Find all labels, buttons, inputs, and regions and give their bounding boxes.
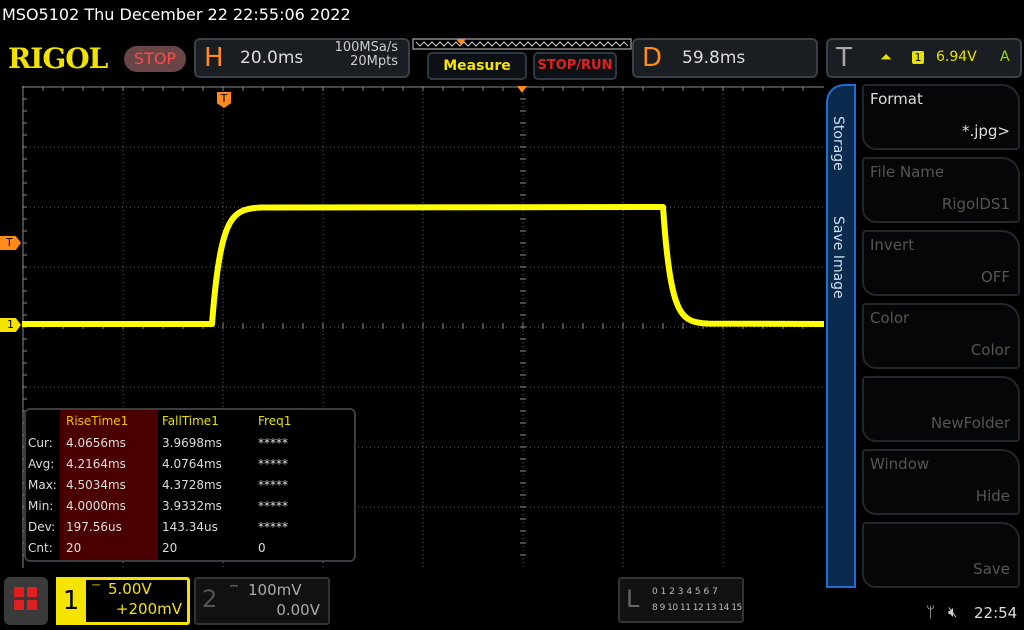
measurement-cell: 0 [258,541,266,555]
trigger-level-marker[interactable]: T [0,236,21,250]
menu-item-title: Window [870,455,930,473]
run-state-badge[interactable]: STOP [124,46,186,72]
measurement-header: FallTime1 [162,414,219,428]
measurement-cell: ***** [258,499,288,513]
logic-panel[interactable]: L 0 1 2 3 4 5 6 7 8 9 10 11 12 13 14 15 [618,577,744,623]
measurement-header: RiseTime1 [66,414,129,428]
timebase-value: 20.0ms [240,48,304,68]
ch1-waveform [22,204,824,327]
measurement-row-label: Avg: [28,457,55,471]
measurement-row-label: Min: [28,499,54,513]
trigger-position-marker[interactable]: T [217,92,231,108]
ch1-offset: +200mV [115,600,182,618]
menu-item-format[interactable]: Format *.jpg> [862,84,1020,150]
delay-panel[interactable]: D [632,38,818,78]
measurement-cell: 20 [162,541,178,555]
measurement-cell: 4.0656ms [66,436,126,450]
menu-item-color[interactable]: Color Color [862,303,1020,369]
measure-button[interactable]: Measure [427,52,527,80]
acquisition-info: 100MSa/s 20Mpts [300,41,398,69]
logic-row2: 8 9 10 11 12 13 14 15 [652,603,742,613]
grid-icon [14,587,38,610]
measurement-cell: 3.9698ms [162,436,222,450]
waveform-display[interactable] [22,86,824,568]
measurement-cell: 4.0764ms [162,457,222,471]
trigger-level: 6.94V [936,49,977,65]
measurement-cell: 4.5034ms [66,478,126,492]
logic-row1: 0 1 2 3 4 5 6 7 [652,587,718,597]
ch1-offset-marker[interactable]: 1 [0,318,21,332]
menu-item-save[interactable]: Save [862,522,1020,588]
menu-item-title: File Name [870,163,945,181]
usb-icon: ᛘ [926,603,936,621]
menu-item-value: Color [970,341,1010,359]
graticule [22,86,824,568]
measurement-row-label: Cnt: [28,541,53,555]
horizontal-panel[interactable]: H [194,38,410,78]
menu-item-value: Save [973,560,1010,578]
rigol-logo: RIGOL [8,42,108,75]
measurement-cell: ***** [258,457,288,471]
trigger-letter: T [836,43,852,73]
measurement-header: Freq1 [258,414,292,428]
menu-item-value: *.jpg> [961,122,1010,140]
logic-letter: L [626,585,640,613]
horizontal-letter: H [204,43,224,73]
delay-value: 59.8ms [682,48,746,68]
ch1-scale: 5.00V [108,580,152,598]
measurement-row-label: Max: [28,478,57,492]
measurement-row-label: Cur: [28,436,53,450]
measurement-cell: 4.0000ms [66,499,126,513]
memory-overview-bar [412,38,632,50]
ch2-panel[interactable]: 2 ⎓ 100mV 0.00V [194,577,330,625]
measurement-table: RiseTime1 FallTime1 Freq1 Cur: 4.0656ms 3.969… [24,408,356,562]
trigger-source: 1 [912,51,924,64]
menu-item-value: RigolDS1 [941,195,1010,213]
menu-item-file-name[interactable]: File Name RigolDS1 [862,157,1020,223]
rising-edge-icon: ⏶ [880,48,893,66]
measurement-cell: 197.56us [66,520,122,534]
ch2-number: 2 [202,585,218,613]
measurement-cell: 3.9332ms [162,499,222,513]
delay-letter: D [642,43,663,73]
measurement-cell: 4.3728ms [162,478,222,492]
dc-coupling-icon: ⎓ [230,581,238,592]
clock: 22:54 [974,604,1018,622]
trigger-panel[interactable]: T ⏶ 1 6.94V A [826,38,1022,78]
menu-item-title: Format [870,90,923,108]
measurement-cell: 143.34us [162,520,218,534]
ch2-scale: 100mV [248,581,302,599]
trigger-mode: A [1000,49,1010,65]
center-marker [517,86,527,93]
measurement-cell: ***** [258,478,288,492]
sample-rate: 100MSa/s [334,40,398,55]
tab-storage[interactable]: Storage [830,116,846,171]
menu-item-value: Hide [975,487,1010,505]
menu-item-window[interactable]: Window Hide [862,449,1020,515]
measurement-cell: ***** [258,436,288,450]
memory-depth: 20Mpts [350,54,398,69]
measurement-cell: 20 [66,541,82,555]
dc-coupling-icon: ⎓ [92,580,100,591]
menu-item-title: Invert [870,236,915,254]
menu-item-title: Color [870,309,910,327]
menu-item-invert[interactable]: Invert OFF [862,230,1020,296]
stop-run-button[interactable]: STOP/RUN [533,52,617,80]
measurement-cell: 4.2164ms [66,457,126,471]
ch2-offset: 0.00V [276,601,320,619]
tab-save-image[interactable]: Save Image [830,216,846,299]
ch1-number[interactable]: 1 [56,577,86,625]
speaker-muted-icon[interactable]: 🔇︎ [948,603,958,621]
risetime-highlight [60,410,158,560]
menu-tab[interactable]: Storage Save Image [826,84,856,588]
measurement-cell: ***** [258,520,288,534]
measurement-row-label: Dev: [28,520,56,534]
menu-item-newfolder[interactable]: NewFolder [862,376,1020,442]
menu-item-value: NewFolder [930,414,1010,432]
menu-item-value: OFF [980,268,1010,286]
start-menu-button[interactable] [4,577,48,625]
window-title: MSO5102 Thu December 22 22:55:06 2022 [2,5,351,24]
